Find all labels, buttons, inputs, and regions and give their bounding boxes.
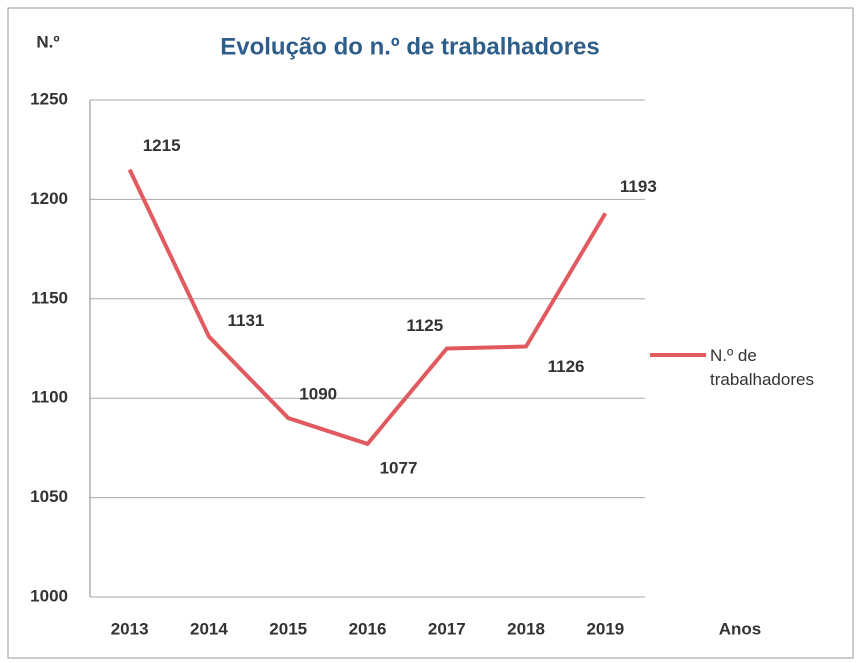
data-label: 1131 bbox=[227, 311, 264, 330]
data-label: 1215 bbox=[143, 136, 181, 155]
x-tick-label: 2017 bbox=[428, 619, 466, 638]
x-tick-label: 2019 bbox=[586, 619, 624, 638]
x-tick-label: 2013 bbox=[111, 619, 149, 638]
y-tick-label: 1150 bbox=[31, 288, 68, 307]
y-axis-label: N.º bbox=[36, 32, 59, 51]
chart-border bbox=[7, 7, 854, 659]
legend-label: N.º de trabalhadores bbox=[710, 346, 814, 389]
y-tick-label: 1050 bbox=[30, 487, 68, 506]
y-tick-label: 1100 bbox=[31, 388, 68, 407]
chart-title: Evolução do n.º de trabalhadores bbox=[220, 33, 600, 60]
data-label: 1090 bbox=[299, 385, 337, 404]
x-tick-label: 2016 bbox=[349, 619, 387, 638]
data-label: 1125 bbox=[406, 316, 443, 335]
data-line bbox=[127, 168, 608, 446]
x-tick-label: 2015 bbox=[269, 619, 307, 638]
data-label: 1126 bbox=[548, 357, 585, 376]
x-tick-label: 2018 bbox=[507, 619, 545, 638]
y-tick-label: 1250 bbox=[30, 89, 68, 108]
x-axis-label: Anos bbox=[719, 619, 762, 638]
x-tick-label: 2014 bbox=[190, 619, 228, 638]
y-tick-label: 1000 bbox=[30, 586, 68, 605]
y-tick-label: 1200 bbox=[30, 189, 68, 208]
data-label: 1077 bbox=[380, 458, 418, 477]
data-label: 1193 bbox=[620, 177, 657, 196]
